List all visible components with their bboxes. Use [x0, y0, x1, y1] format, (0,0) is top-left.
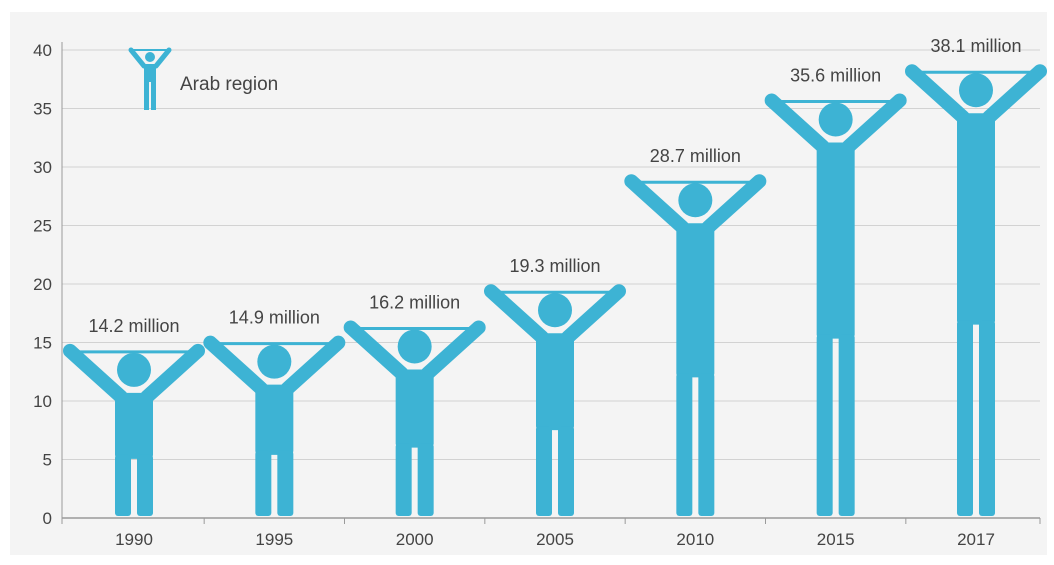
person-bar	[203, 335, 346, 516]
left-leg	[676, 373, 693, 516]
torso	[676, 223, 715, 378]
y-tick-label: 25	[33, 217, 52, 236]
left-leg	[395, 443, 412, 516]
data-label: 19.3 million	[509, 256, 600, 276]
data-label: 16.2 million	[369, 292, 460, 312]
legend-left-arm	[128, 47, 147, 69]
person-bar	[484, 284, 626, 516]
head	[818, 102, 853, 137]
legend-right-leg	[151, 80, 156, 110]
right-arm	[841, 93, 907, 154]
left-arm	[905, 64, 970, 125]
head	[397, 329, 432, 364]
torso	[115, 392, 153, 459]
left-arm	[343, 320, 409, 381]
x-tick-label: 2015	[817, 530, 855, 549]
data-label: 14.2 million	[88, 316, 179, 336]
y-tick-label: 15	[33, 334, 52, 353]
right-leg	[979, 320, 995, 516]
left-arm	[63, 343, 128, 404]
right-leg	[137, 454, 153, 516]
torso	[816, 142, 855, 339]
torso	[395, 369, 434, 448]
left-leg	[115, 454, 131, 516]
left-arm	[484, 284, 549, 345]
y-tick-label: 10	[33, 392, 52, 411]
data-label: 14.9 million	[229, 308, 320, 328]
y-tick-label: 35	[33, 100, 52, 119]
person-bar	[63, 343, 205, 516]
legend-person-icon	[128, 47, 172, 110]
y-tick-label: 0	[43, 509, 52, 528]
right-leg	[277, 450, 294, 516]
y-tick-label: 5	[43, 451, 52, 470]
person-bar	[343, 320, 486, 516]
legend-head	[145, 52, 155, 62]
person-bars	[63, 64, 1047, 516]
left-leg	[255, 450, 272, 516]
y-tick-label: 40	[33, 41, 52, 60]
head	[538, 293, 572, 328]
right-arm	[420, 320, 486, 381]
data-labels: 14.2 million 14.9 million 16.2 million 19.3…	[88, 36, 1021, 336]
head	[959, 73, 993, 108]
right-leg	[558, 426, 574, 516]
right-arm	[140, 343, 205, 404]
x-tick-label: 1995	[255, 530, 293, 549]
right-arm	[280, 335, 346, 396]
x-tick-label: 2000	[396, 530, 434, 549]
left-leg	[816, 334, 833, 516]
right-leg	[417, 443, 434, 516]
left-arm	[764, 93, 830, 154]
torso	[255, 384, 294, 455]
legend-label: Arab region	[180, 74, 278, 95]
y-tick-label: 30	[33, 158, 52, 177]
left-arm	[203, 335, 269, 396]
x-tick-label: 2010	[676, 530, 714, 549]
person-bar	[905, 64, 1047, 516]
x-tick-label: 2017	[957, 530, 995, 549]
legend-left-leg	[144, 80, 149, 110]
left-arm	[624, 174, 690, 235]
right-arm	[701, 174, 767, 235]
right-arm	[561, 284, 626, 345]
left-leg	[957, 320, 973, 516]
legend-right-arm	[153, 47, 172, 69]
y-tick-label: 20	[33, 275, 52, 294]
head	[678, 183, 713, 218]
right-arm	[982, 64, 1047, 125]
right-leg	[698, 373, 715, 516]
head	[257, 344, 292, 379]
left-leg	[536, 426, 552, 516]
data-label: 38.1 million	[930, 36, 1021, 56]
person-bar	[764, 93, 907, 516]
person-bar	[624, 174, 767, 516]
data-label: 28.7 million	[650, 146, 741, 166]
x-axis: 1990 1995 2000 2005 2010 2015 2017	[61, 517, 1041, 549]
torso	[536, 333, 574, 431]
legend-torso	[144, 64, 156, 82]
torso	[957, 113, 995, 325]
y-axis: 0 5 10 15 20 25 30 35 40	[33, 41, 63, 528]
legend: Arab region	[128, 47, 278, 110]
x-tick-label: 2005	[536, 530, 574, 549]
right-leg	[838, 334, 855, 516]
head	[117, 352, 151, 387]
data-label: 35.6 million	[790, 65, 881, 85]
x-tick-label: 1990	[115, 530, 153, 549]
